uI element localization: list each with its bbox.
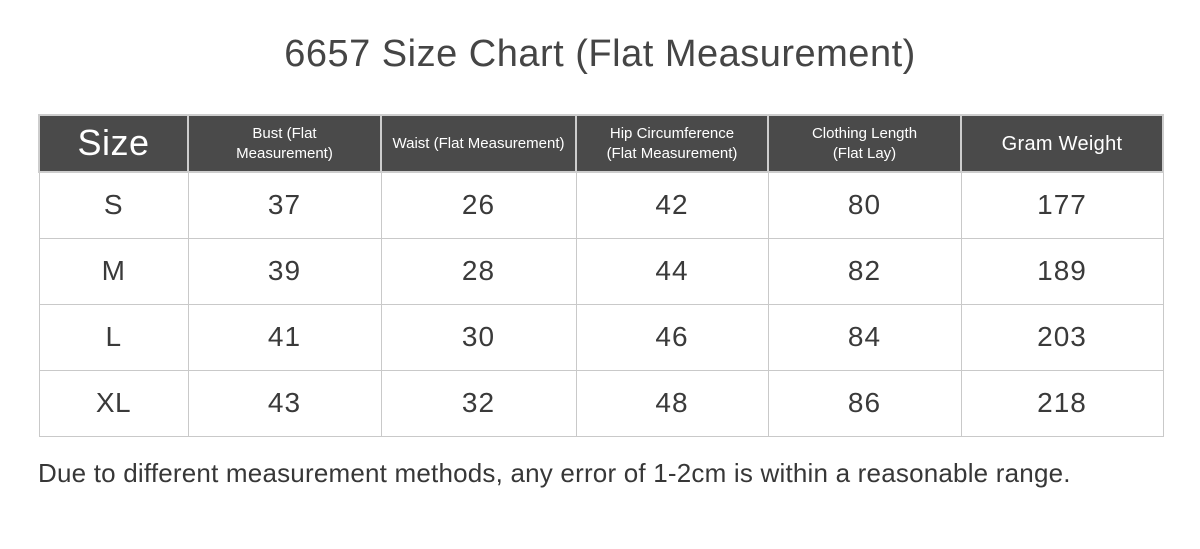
measurement-note: Due to different measurement methods, an…	[38, 457, 1071, 488]
size-chart-table: Size Bust (Flat Measurement) Waist (Flat…	[38, 114, 1164, 437]
bust-value: 39	[187, 237, 382, 305]
waist-value: 26	[380, 171, 577, 239]
gram-weight-value: 218	[960, 369, 1164, 437]
size-label: M	[38, 237, 189, 305]
table-row-l: L 41 30 46 84 203	[38, 303, 1164, 371]
waist-value: 30	[380, 303, 577, 371]
page-title: 6657 Size Chart (Flat Measurement)	[284, 33, 916, 75]
clothing-length-value: 84	[767, 303, 962, 371]
table-row-s: S 37 26 42 80 177	[38, 171, 1164, 239]
table-header-row: Size Bust (Flat Measurement) Waist (Flat…	[38, 114, 1164, 173]
hip-value: 46	[575, 303, 769, 371]
waist-value: 32	[380, 369, 577, 437]
size-label: L	[38, 303, 189, 371]
header-clothing-length: Clothing Length (Flat Lay)	[767, 114, 962, 173]
size-label: XL	[38, 369, 189, 437]
header-gram-weight: Gram Weight	[960, 114, 1164, 173]
gram-weight-value: 177	[960, 171, 1164, 239]
gram-weight-value: 203	[960, 303, 1164, 371]
size-chart-page: 6657 Size Chart (Flat Measurement) Size …	[0, 33, 1200, 549]
waist-value: 28	[380, 237, 577, 305]
bust-value: 43	[187, 369, 382, 437]
header-hip-circumference: Hip Circumference (Flat Measurement)	[575, 114, 769, 173]
clothing-length-value: 80	[767, 171, 962, 239]
clothing-length-value: 86	[767, 369, 962, 437]
table-row-m: M 39 28 44 82 189	[38, 237, 1164, 305]
size-label: S	[38, 171, 189, 239]
table-row-xl: XL 43 32 48 86 218	[38, 369, 1164, 437]
bust-value: 37	[187, 171, 382, 239]
bust-value: 41	[187, 303, 382, 371]
header-size: Size	[38, 114, 189, 173]
gram-weight-value: 189	[960, 237, 1164, 305]
hip-value: 44	[575, 237, 769, 305]
header-bust: Bust (Flat Measurement)	[187, 114, 382, 173]
header-waist: Waist (Flat Measurement)	[380, 114, 577, 173]
hip-value: 48	[575, 369, 769, 437]
clothing-length-value: 82	[767, 237, 962, 305]
hip-value: 42	[575, 171, 769, 239]
